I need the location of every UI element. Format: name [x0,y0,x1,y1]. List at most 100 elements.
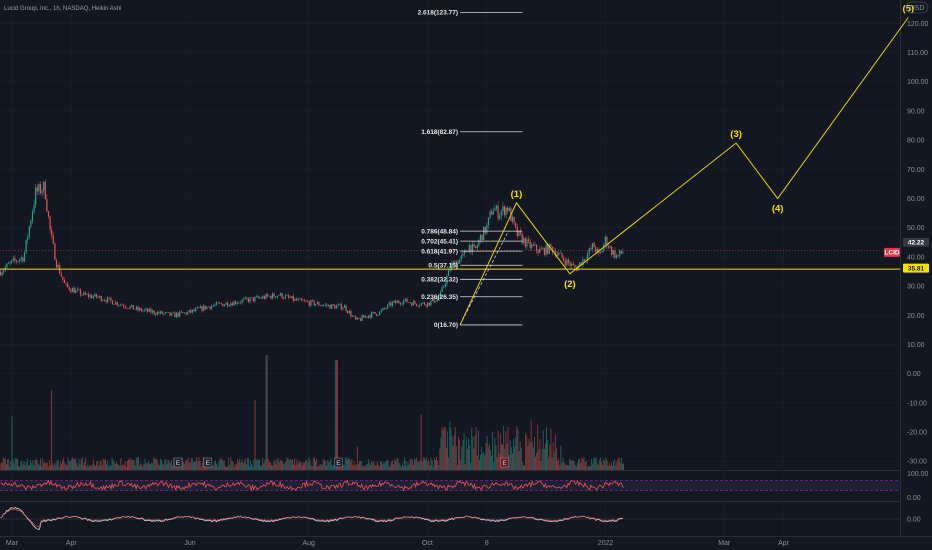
volume-bar [293,464,294,470]
volume-bar [547,440,549,470]
volume-bar [155,458,157,470]
volume-bar [94,464,95,470]
candle-body [599,252,602,254]
candle-body [171,312,173,316]
candle-body [70,289,72,292]
volume-bar [185,459,187,470]
candle-body [137,306,139,311]
candle-body [395,300,397,303]
volume-bar [52,462,54,470]
volume-bar [398,463,400,470]
candle-body [531,244,533,248]
candle-body [185,312,187,315]
volume-bar [417,461,419,470]
volume-bar [271,465,272,470]
volume-bar [47,466,49,470]
price-tick-label: 100.00 [907,79,929,86]
time-tick-label: 8 [485,540,489,547]
candle-body [289,297,291,299]
candle-body [49,216,51,230]
candle-body [83,292,85,295]
price-tag-box [903,263,929,273]
candle-body [561,252,563,258]
volume-bar [275,463,277,470]
volume-bar [114,464,116,470]
volume-bar [366,463,368,470]
volume-bar [562,457,564,470]
volume-bar [516,426,518,470]
price-tick-label: 50.00 [907,225,925,232]
price-axis[interactable]: 120.00 110.00 100.00 90.00 80.00 70.00 60.00 50… [907,21,929,524]
candle-body [41,190,43,194]
volume-bar [372,462,374,470]
candle-body [313,300,315,306]
volume-bar [20,461,22,470]
candle-body [451,263,453,270]
volume-bar [322,459,324,470]
volume-bar [300,462,302,470]
volume-bar [520,447,522,470]
candle-body [454,261,456,268]
volume-bar [274,459,276,470]
candle-body [127,308,130,310]
candle-layer [0,179,624,322]
candle-body [124,306,126,308]
candle-body [343,305,346,308]
marker-box [500,457,509,468]
candle-body [361,315,363,321]
volume-bar [589,466,590,470]
osc1-band [0,480,900,491]
candle-body [590,248,592,250]
volume-layer [0,355,624,470]
volume-bar [475,427,477,470]
candle-body [199,306,202,309]
volume-bar [583,457,585,470]
volume-bar [37,464,39,470]
volume-bar [13,463,15,470]
volume-bar [349,458,351,470]
candle-body [267,294,269,297]
candle-body [430,300,432,306]
candle-body [579,262,581,266]
volume-bar [521,461,523,470]
candle-body [220,303,222,305]
candle-body [369,315,371,318]
volume-bar [452,445,454,470]
volume-bar [19,466,21,470]
volume-bar [318,465,320,470]
volume-bar [285,461,287,470]
volume-bar [186,460,188,470]
candle-body [35,187,37,205]
price-tick-label: 60.00 [907,196,925,203]
volume-bar [501,444,502,470]
volume-bar [132,459,134,470]
currency-badge[interactable]: USD [905,1,929,14]
volume-bar [139,466,140,470]
candle-body [255,296,258,297]
volume-bar [228,457,230,470]
volume-bar [586,466,588,470]
volume-bar [0,463,2,470]
candle-body [27,237,29,240]
volume-bar [436,457,437,470]
osc1-line [0,479,624,492]
volume-bar [488,443,490,470]
volume-bar [254,399,256,470]
candle-body [195,308,197,311]
volume-bar [7,459,8,470]
volume-bar [233,466,235,470]
candle-body [537,250,539,253]
candle-body [148,308,150,312]
volume-bar [345,457,347,470]
candle-body [243,298,245,300]
candle-body [382,308,384,311]
volume-bar [64,462,66,470]
volume-bar [400,466,402,470]
volume-bar [355,464,357,470]
volume-bar [433,457,435,470]
volume-bar [534,437,535,470]
time-axis[interactable]: Mar Apr Jun Aug Oct 8 2022 Mar Apr [6,540,790,547]
volume-bar [67,457,69,470]
volume-bar [188,462,190,470]
